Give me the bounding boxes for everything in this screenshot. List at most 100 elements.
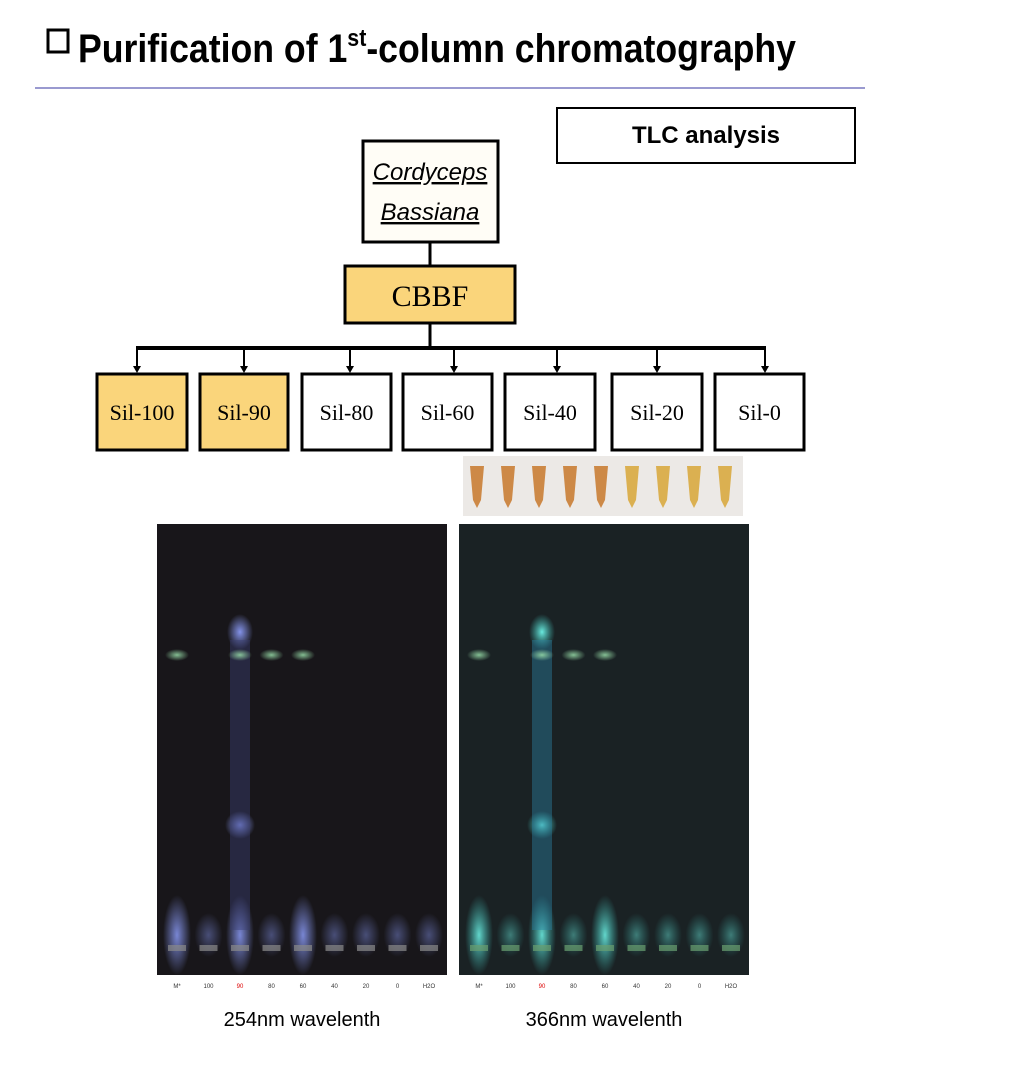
origin	[231, 945, 249, 951]
lane-label: 40	[331, 984, 338, 990]
extract-box	[343, 264, 517, 325]
source-box	[361, 139, 500, 244]
origin	[294, 945, 312, 951]
lane-label: M*	[475, 984, 483, 990]
fraction-box	[300, 372, 393, 452]
spot	[528, 895, 556, 975]
spot	[561, 649, 586, 661]
origin	[388, 945, 407, 951]
arrow-head	[240, 366, 248, 373]
arrow-head	[450, 366, 458, 373]
fraction-box	[610, 372, 704, 452]
spot	[165, 649, 189, 661]
lane-label: 100	[203, 984, 214, 990]
spot	[529, 614, 555, 650]
plate-caption: 366nm wavelenth	[526, 1009, 683, 1031]
spot	[291, 649, 315, 661]
lane-label: 40	[633, 984, 640, 990]
spot	[227, 614, 253, 650]
origin	[564, 945, 583, 951]
tlc-label: TLC analysis	[632, 122, 780, 149]
spot	[530, 649, 554, 661]
spot	[163, 895, 191, 975]
tlc-box	[556, 107, 856, 164]
origin	[722, 945, 740, 951]
lane-label: 60	[602, 984, 609, 990]
source-label: Cordyceps	[373, 159, 488, 186]
origin	[596, 945, 614, 951]
arrow-head	[133, 366, 141, 373]
slide-title: Purification of 1st-column chromatograph…	[78, 25, 797, 71]
lane-label: 0	[698, 984, 702, 990]
tube	[563, 466, 577, 508]
tube	[718, 466, 732, 508]
lane-label: 20	[363, 984, 370, 990]
lane-label: 90	[539, 984, 546, 990]
spot	[289, 895, 317, 975]
fraction-box	[503, 372, 597, 452]
spot	[527, 811, 557, 839]
fraction-label: Sil-90	[217, 400, 271, 425]
lane-label: 0	[396, 984, 400, 990]
arrow-head	[761, 366, 769, 373]
tube	[656, 466, 670, 508]
fraction-box	[198, 372, 290, 452]
lane-label: 20	[665, 984, 672, 990]
fraction-box	[401, 372, 494, 452]
lane-glow	[230, 640, 250, 930]
arrow-head	[346, 366, 354, 373]
origin	[262, 945, 281, 951]
fraction-box	[713, 372, 806, 452]
origin	[168, 945, 186, 951]
origin	[690, 945, 709, 951]
lane-label: 60	[300, 984, 307, 990]
spot	[593, 649, 617, 661]
origin	[533, 945, 551, 951]
arrow-head	[553, 366, 561, 373]
fraction-box	[95, 372, 189, 452]
lane-label: 90	[237, 984, 244, 990]
fraction-label: Sil-0	[738, 400, 781, 425]
lane-label: 80	[570, 984, 577, 990]
arrow-head	[653, 366, 661, 373]
lane-label: H2O	[725, 984, 738, 990]
origin	[420, 945, 438, 951]
spot	[225, 811, 255, 839]
title-text: -column chromatography	[366, 27, 796, 71]
lane-label: H2O	[423, 984, 436, 990]
tube	[625, 466, 639, 508]
bullet-box	[46, 28, 70, 54]
tube	[501, 466, 515, 508]
origin	[199, 945, 218, 951]
title-sup: st	[347, 25, 366, 52]
fraction-label: Sil-20	[630, 400, 684, 425]
spot	[259, 649, 284, 661]
fraction-label: Sil-40	[523, 400, 577, 425]
tube	[594, 466, 608, 508]
origin	[501, 945, 520, 951]
lane-label: 100	[505, 984, 516, 990]
title-text: Purification of 1	[78, 27, 347, 71]
tube	[687, 466, 701, 508]
tube	[470, 466, 484, 508]
lane-glow	[532, 640, 552, 930]
plate-caption: 254nm wavelenth	[224, 1009, 381, 1031]
spot	[465, 895, 493, 975]
fraction-label: Sil-80	[320, 400, 374, 425]
lane-label: M*	[173, 984, 181, 990]
spot	[591, 895, 619, 975]
origin	[627, 945, 646, 951]
spot	[467, 649, 491, 661]
tube	[532, 466, 546, 508]
origin	[325, 945, 344, 951]
source-label: Bassiana	[381, 199, 480, 226]
extract-label: CBBF	[392, 280, 469, 313]
fraction-label: Sil-100	[110, 400, 175, 425]
spot	[226, 895, 254, 975]
origin	[357, 945, 375, 951]
origin	[659, 945, 677, 951]
lane-label: 80	[268, 984, 275, 990]
spot	[228, 649, 252, 661]
